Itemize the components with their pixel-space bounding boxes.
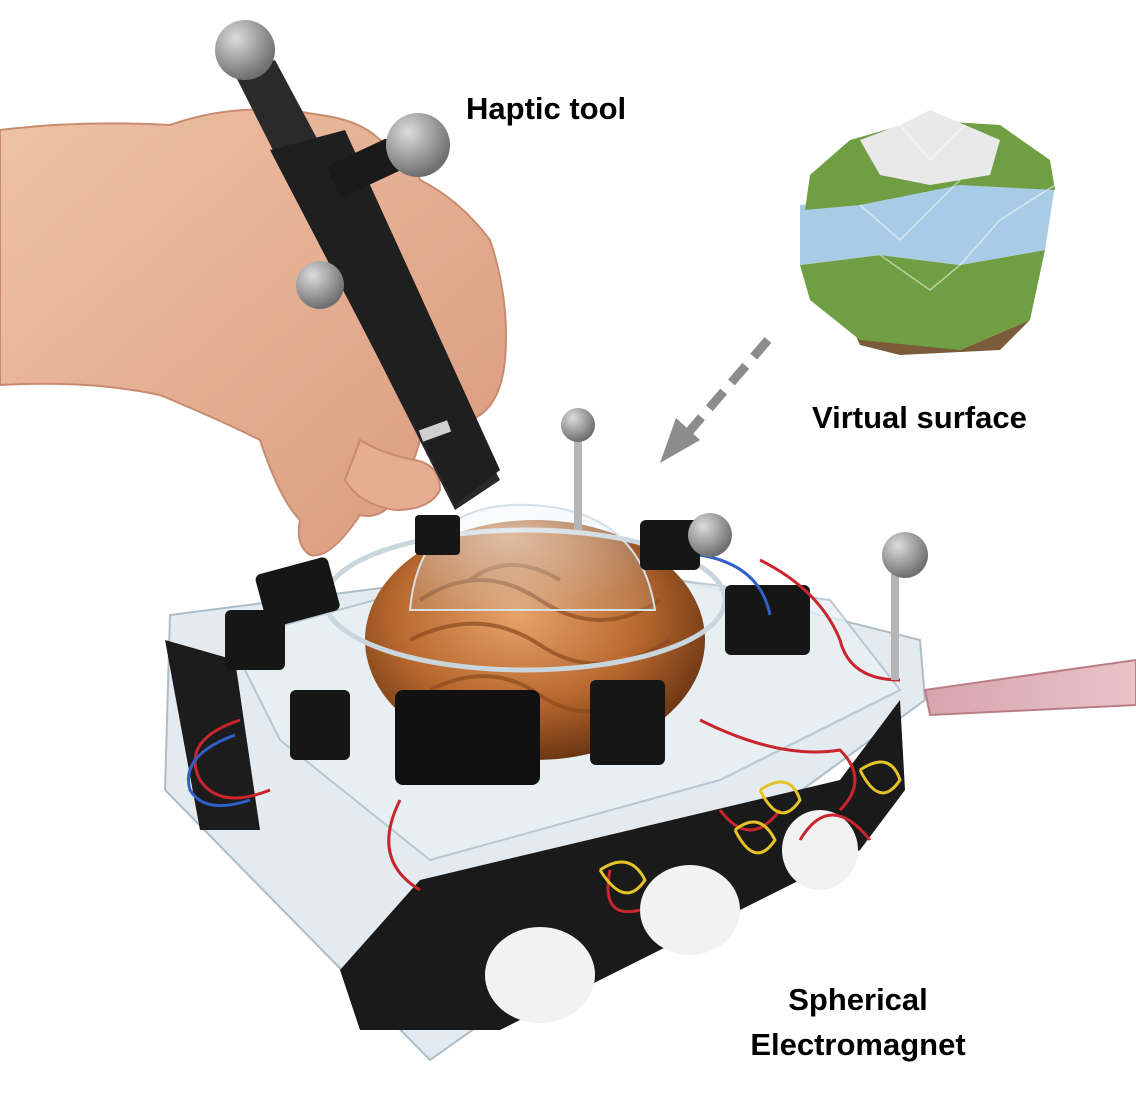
sensor-block: [255, 557, 340, 628]
sensor-block: [225, 610, 285, 670]
tracking-marker: [688, 513, 732, 557]
wires-blue: [187, 553, 772, 808]
sensor-block: [725, 585, 810, 655]
label-spherical-line2: Electromagnet: [750, 1026, 966, 1062]
virtual-surface-planet: [800, 110, 1056, 355]
spherical-electromagnet-device: [163, 408, 1136, 1062]
tracking-marker: [882, 532, 928, 578]
label-virtual-surface: Virtual surface: [812, 400, 1027, 435]
label-haptic-tool: Haptic tool: [466, 91, 627, 126]
sensor-block: [290, 690, 350, 760]
wires: [193, 558, 901, 913]
arch-1: [485, 927, 595, 1023]
black-support-left: [165, 640, 260, 830]
arch-2: [640, 865, 740, 955]
dashed-arrow: [660, 337, 772, 463]
arch-3: [782, 810, 858, 890]
black-support-front: [340, 700, 905, 1030]
arrow-shaft: [678, 337, 772, 443]
planet-green-bottom: [800, 250, 1045, 350]
sensor-block: [415, 515, 460, 555]
haptic-tool: [215, 20, 500, 510]
tracking-marker: [215, 20, 275, 80]
tool-tip-band: [418, 420, 452, 442]
label-spherical-line1: Spherical: [788, 982, 928, 1017]
tool-marker-arm: [328, 138, 403, 197]
tracking-marker: [386, 113, 450, 177]
planet-facets: [859, 124, 1056, 291]
thumb: [343, 438, 442, 512]
wires-yellow: [598, 760, 902, 895]
sensor-block: [640, 520, 700, 570]
tracking-marker: [561, 408, 595, 442]
arrow-head: [660, 418, 700, 463]
cable-bundle: [923, 658, 1136, 717]
planet-snow-cap: [860, 110, 1000, 185]
sensor-block: [395, 690, 540, 785]
label-spherical-electromagnet: Spherical Electromagnet: [748, 978, 968, 1068]
hand-with-haptic-tool: [0, 20, 507, 557]
tool-grip: [270, 130, 500, 505]
tracking-marker: [296, 261, 344, 309]
sensor-block: [590, 680, 665, 765]
